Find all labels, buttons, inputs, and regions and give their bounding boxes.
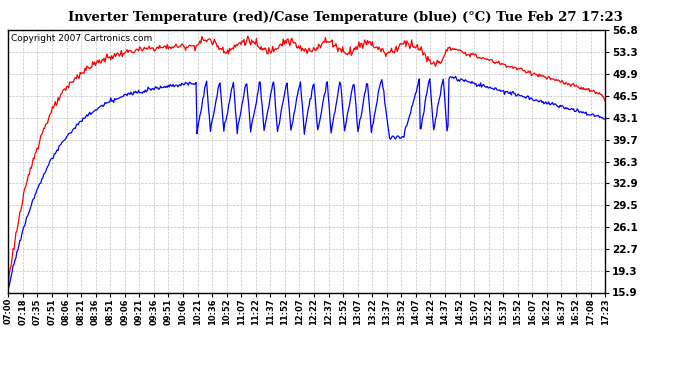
Text: Inverter Temperature (red)/Case Temperature (blue) (°C) Tue Feb 27 17:23: Inverter Temperature (red)/Case Temperat… (68, 11, 622, 24)
Text: Copyright 2007 Cartronics.com: Copyright 2007 Cartronics.com (11, 34, 152, 43)
